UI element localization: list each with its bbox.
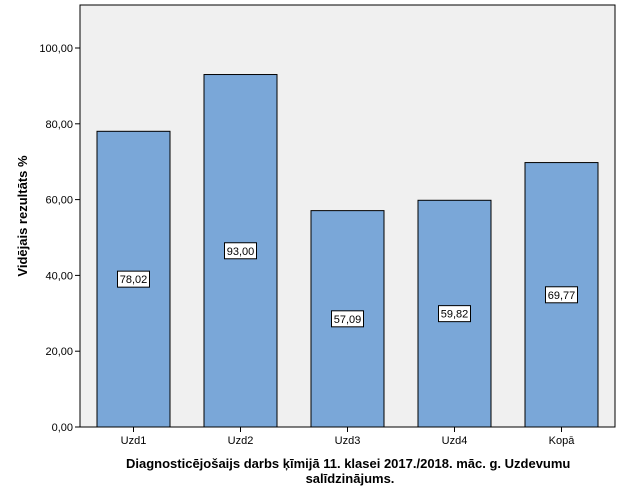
- x-axis-title-line-1: Diagnosticējošaijs darbs ķīmijā 11. klas…: [126, 456, 570, 471]
- data-label: 69,77: [548, 290, 576, 302]
- y-tick-label: 0,00: [52, 422, 73, 434]
- x-tick-label: Uzd2: [228, 435, 254, 447]
- x-tick-label: Uzd3: [335, 435, 361, 447]
- y-tick-label: 40,00: [45, 270, 73, 282]
- y-axis: 0,00 20,00 40,00 60,00 80,00 100,00: [39, 43, 80, 434]
- x-tick-label: Uzd1: [121, 435, 147, 447]
- x-tick-label: Kopā: [549, 435, 576, 447]
- x-axis: Uzd1 Uzd2 Uzd3 Uzd4 Kopā: [121, 427, 576, 447]
- data-label: 57,09: [334, 314, 362, 326]
- x-tick-label: Uzd4: [442, 435, 468, 447]
- data-label-box: [545, 286, 578, 304]
- data-label: 78,02: [120, 274, 148, 286]
- x-axis-title-line-2: salīdzinājums.: [306, 471, 395, 486]
- data-label-box: [331, 310, 364, 328]
- data-label-box: [117, 270, 150, 288]
- y-tick-label: 100,00: [39, 43, 73, 55]
- data-label: 93,00: [227, 246, 255, 258]
- y-axis-title: Vidējais rezultāts %: [15, 155, 30, 277]
- data-label-box: [438, 305, 471, 323]
- x-axis-title: Diagnosticējošaijs darbs ķīmijā 11. klas…: [126, 456, 574, 486]
- y-tick-label: 60,00: [45, 195, 73, 207]
- data-label-box: [224, 242, 257, 260]
- y-tick-label: 20,00: [45, 346, 73, 358]
- data-label: 59,82: [441, 309, 469, 321]
- y-tick-label: 80,00: [45, 119, 73, 131]
- data-labels-group: 78,02 93,00 57,09 59,82 69,77: [117, 242, 578, 328]
